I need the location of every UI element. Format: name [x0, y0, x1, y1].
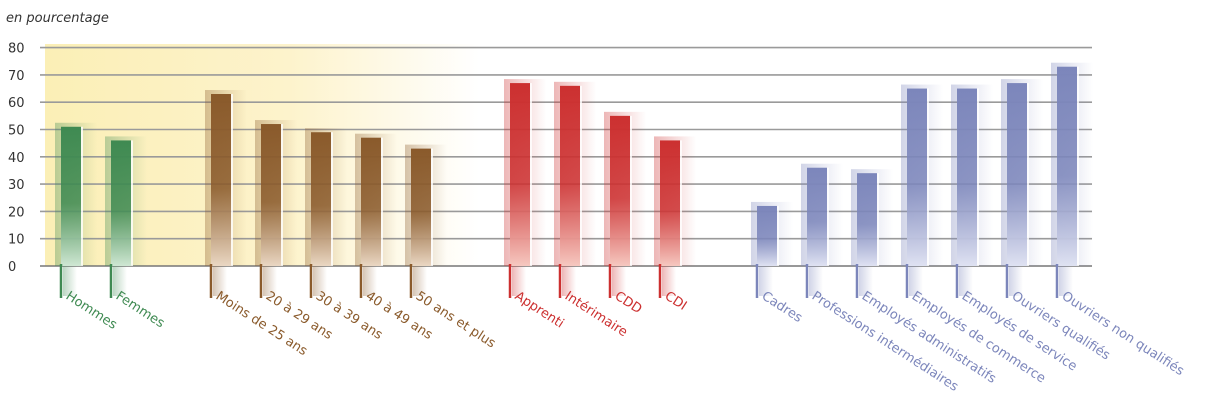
bar	[361, 137, 381, 266]
bar-tick-shade	[809, 266, 823, 296]
bar-tick-shade	[313, 266, 327, 296]
category-label: Moins de 25 ans	[213, 289, 310, 359]
bar-highlight	[630, 115, 632, 266]
unit-label: en pourcentage	[6, 11, 109, 26]
bar	[411, 148, 431, 266]
bar-highlight	[1027, 83, 1029, 266]
bars	[55, 62, 1093, 298]
bar-tick-shade	[363, 266, 377, 296]
bar-tick-shade	[612, 266, 626, 296]
bar-highlight	[977, 88, 979, 266]
bar	[907, 88, 927, 266]
bar	[311, 132, 331, 266]
bar	[807, 167, 827, 266]
y-axis: 0 10 20 30 40 50 60 70 80	[8, 42, 25, 275]
bar	[510, 83, 530, 266]
bar-tick-shade	[512, 266, 526, 296]
category-label: Femmes	[113, 289, 167, 332]
bar-highlight	[580, 85, 582, 266]
bar-highlight	[331, 132, 333, 266]
bar-highlight	[1077, 66, 1079, 267]
bar-highlight	[530, 83, 532, 266]
bar-tick-shade	[63, 266, 77, 296]
bar-highlight	[680, 140, 682, 266]
bar-tick-shade	[562, 266, 576, 296]
bar	[957, 88, 977, 266]
y-tick-label: 60	[8, 96, 25, 111]
bar-tick-shade	[859, 266, 873, 296]
bar-highlight	[231, 94, 233, 266]
bar-tick-shade	[959, 266, 973, 296]
bar-highlight	[81, 126, 83, 267]
bar-highlight	[281, 124, 283, 266]
bar-tick-shade	[909, 266, 923, 296]
bar-highlight	[431, 148, 433, 266]
category-label: Cadres	[759, 289, 805, 326]
bar	[211, 94, 231, 266]
bar	[1057, 66, 1077, 267]
y-tick-label: 30	[8, 178, 25, 193]
bar-tick-shade	[662, 266, 676, 296]
y-tick-label: 80	[8, 42, 25, 57]
bar-tick-shade	[413, 266, 427, 296]
category-label: Apprenti	[512, 289, 567, 332]
y-tick-label: 20	[8, 205, 25, 220]
bar	[857, 173, 877, 266]
bar-tick-shade	[1009, 266, 1023, 296]
bar	[560, 85, 580, 266]
bar-tick-shade	[759, 266, 773, 296]
bar-highlight	[877, 173, 879, 266]
bar	[1007, 83, 1027, 266]
bar	[111, 140, 131, 266]
bar	[610, 115, 630, 266]
y-tick-label: 10	[8, 233, 25, 248]
bar	[757, 205, 777, 266]
bar-tick-shade	[1059, 266, 1073, 296]
y-tick-label: 0	[8, 260, 16, 275]
bar-highlight	[827, 167, 829, 266]
bar-highlight	[927, 88, 929, 266]
bar	[261, 124, 281, 266]
bar-tick-shade	[113, 266, 127, 296]
bar-tick-shade	[263, 266, 277, 296]
category-label: CDD	[612, 289, 645, 317]
bar-highlight	[131, 140, 133, 266]
y-tick-label: 50	[8, 124, 25, 139]
bar	[61, 126, 81, 267]
y-tick-label: 70	[8, 69, 25, 84]
bar-highlight	[777, 205, 779, 266]
y-tick-label: 40	[8, 151, 25, 166]
bar-highlight	[381, 137, 383, 266]
bar-tick-shade	[213, 266, 227, 296]
bar	[660, 140, 680, 266]
